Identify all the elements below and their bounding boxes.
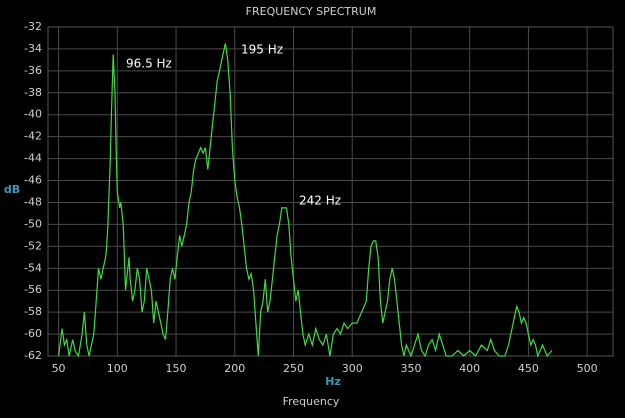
y-tick-label: -58: [24, 305, 42, 318]
peak-annotation: 195 Hz: [241, 43, 283, 57]
peak-annotation: 96.5 Hz: [126, 57, 172, 71]
y-tick-label: -54: [24, 261, 42, 274]
x-tick-label: 500: [577, 362, 598, 375]
y-axis-label: dB: [4, 183, 20, 196]
x-axis-unit: Hz: [325, 375, 341, 388]
y-tick-label: -44: [24, 152, 42, 165]
y-tick-label: -48: [24, 195, 42, 208]
spectrum-line: [58, 43, 553, 358]
x-tick-label: 50: [52, 362, 66, 375]
y-tick-label: -62: [24, 349, 42, 362]
y-tick-label: -56: [24, 283, 42, 296]
y-tick-label: -36: [24, 64, 42, 77]
y-tick-label: -50: [24, 217, 42, 230]
x-tick-label: 150: [166, 362, 187, 375]
y-tick-label: -52: [24, 239, 42, 252]
x-tick-label: 400: [459, 362, 480, 375]
x-tick-label: 100: [107, 362, 128, 375]
y-tick-label: -40: [24, 108, 42, 121]
y-tick-label: -60: [24, 327, 42, 340]
x-tick-label: 250: [283, 362, 304, 375]
peak-annotation: 242 Hz: [299, 194, 341, 208]
y-tick-label: -46: [24, 174, 42, 187]
x-tick-label: 450: [518, 362, 539, 375]
y-tick-label: -42: [24, 130, 42, 143]
y-tick-label: -32: [24, 20, 42, 33]
y-tick-label: -34: [24, 42, 42, 55]
x-tick-label: 200: [224, 362, 245, 375]
y-tick-label: -38: [24, 86, 42, 99]
x-axis-label: Frequency: [283, 395, 340, 408]
chart-title: FREQUENCY SPECTRUM: [246, 5, 377, 18]
x-tick-label: 350: [400, 362, 421, 375]
x-tick-label: 300: [342, 362, 363, 375]
